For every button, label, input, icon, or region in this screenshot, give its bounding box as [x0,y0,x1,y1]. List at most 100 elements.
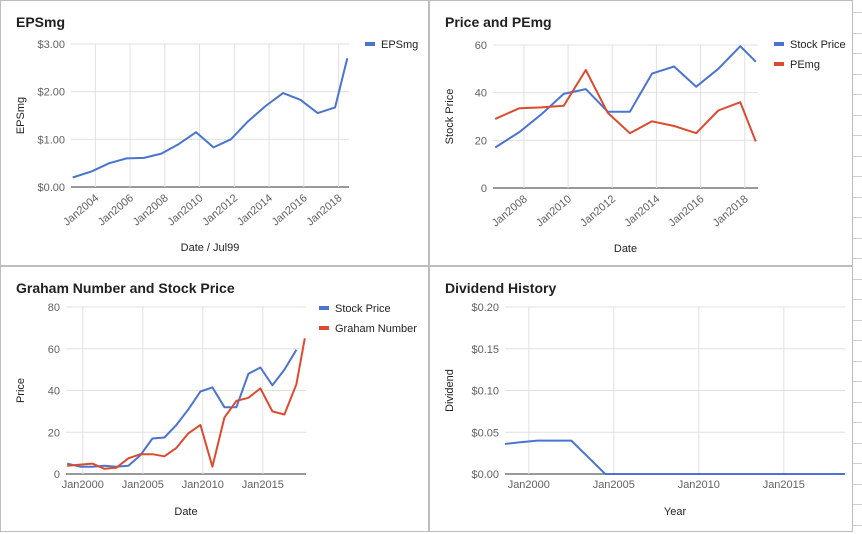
chart-panel-3: Graham Number and Stock Price 0 20 40 60 80 Ja… [0,266,429,532]
edge-tick-mark [853,32,862,34]
legend-label: Stock Price [335,303,391,315]
x-tick-label: Jan2016 [666,193,706,229]
x-tick-label: Jan2000 [62,479,104,491]
x-tick-label: Jan2014 [622,193,662,229]
x-tick-label: Jan2014 [235,192,275,228]
edge-tick-mark [853,278,862,280]
legend-label: Graham Number [335,323,417,335]
edge-tick-mark [853,381,862,382]
x-tick-label: Jan2018 [304,192,344,228]
y-tick-label: $2.00 [37,87,65,99]
x-tick-label: Jan2015 [763,479,805,491]
y-tick-label: $0.00 [471,469,499,481]
y-tick-label: 40 [475,88,487,100]
edge-tick-mark [853,176,862,177]
y-tick-label: $0.20 [471,302,499,314]
legend-swatch [319,306,329,310]
edge-tick-mark [853,53,862,54]
edge-tick-mark [853,155,862,157]
chart-title: Dividend History [445,280,556,296]
x-axis-label: Date [174,506,197,518]
edge-tick-mark [853,135,862,136]
legend-label: EPSmg [381,39,418,51]
x-axis-label: Date / Jul99 [181,242,240,254]
y-axis-label: Stock Price [444,89,456,145]
edge-tick-mark [853,483,862,485]
edge-tick-mark [853,94,862,95]
x-tick-label: Jan2008 [490,193,530,229]
x-axis-label: Date [614,243,637,255]
y-tick-label: 60 [48,344,60,356]
edge-tick-mark [853,12,862,13]
edge-tick-mark [853,73,862,75]
edge-tick-mark [853,237,862,239]
series-line-stock-price [66,349,298,468]
y-tick-label: $3.00 [37,39,65,51]
edge-tick-mark [853,114,862,116]
y-tick-label: 20 [48,427,60,439]
x-tick-label: Jan2005 [122,479,164,491]
x-axis-label: Year [664,506,687,518]
chart-panel-4: Dividend History $0.00 $0.05 $0.10 $0.15 $0.2… [429,266,853,532]
x-tick-label: Jan2004 [61,192,101,228]
chart-svg: Graham Number and Stock Price 0 20 40 60 80 Ja… [15,280,417,518]
edge-tick-mark [853,422,862,423]
series-line-epsmg [72,58,349,179]
x-tick-label: Jan2015 [242,479,284,491]
chart-svg: EPSmg$0.00$1.00$2.00$3.00Jan2004Jan2006J… [15,14,418,254]
x-tick-label: Jan2008 [131,192,171,228]
edge-tick-mark [853,360,862,362]
x-tick-label: Jan2000 [508,479,550,491]
legend-swatch [774,42,784,46]
y-tick-label: 40 [48,386,60,398]
edge-tick-mark [853,319,862,321]
x-tick-label: Jan2018 [711,193,751,229]
legend-swatch [365,42,375,46]
series-line-1 [504,439,845,475]
x-tick-label: Jan2005 [593,479,635,491]
edge-tick-mark [853,258,862,259]
x-tick-label: Jan2012 [578,193,618,229]
edge-tick-mark [853,217,862,218]
edge-tick-mark [853,442,862,444]
y-tick-label: $0.00 [37,182,65,194]
edge-tick-mark [853,504,862,505]
y-axis-label: Dividend [444,369,456,412]
legend-swatch [774,62,784,66]
y-tick-label: $1.00 [37,134,65,146]
chart-svg: Dividend History $0.00 $0.05 $0.10 $0.15 $0.2… [444,280,845,518]
y-tick-label: 20 [475,135,487,147]
x-tick-label: Jan2006 [96,192,136,228]
series-line-pemg [494,69,757,142]
y-tick-label: $0.15 [471,344,499,356]
x-tick-label: Jan2016 [270,192,310,228]
edge-tick-mark [853,401,862,403]
chart-title: Graham Number and Stock Price [16,280,235,296]
legend-swatch [319,326,329,330]
x-tick-label: Jan2010 [678,479,720,491]
edge-tick-mark [853,463,862,464]
y-tick-label: $0.10 [471,386,499,398]
edge-tick-mark [853,196,862,198]
y-tick-label: 80 [48,302,60,314]
chart-panel-1: EPSmg $0.00 $1.00 $2.00 $3.00 Jan2004 Jan2006 J… [0,0,429,266]
edge-tick-mark [853,340,862,341]
chart-title: EPSmg [16,14,65,30]
series-line-graham-number [67,338,306,470]
legend-label: PEmg [790,59,820,71]
x-tick-label: Jan2010 [534,193,574,229]
y-tick-label: 0 [54,469,60,481]
y-axis-label: Price [15,378,27,403]
x-tick-label: Jan2010 [182,479,224,491]
x-tick-label: Jan2012 [200,192,240,228]
chart-panel-2: Price and PEmg 0 20 40 60 Jan2008 Jan2010 Jan20… [429,0,853,266]
legend-label: Stock Price [790,39,846,51]
series-line-stock-price [494,45,757,149]
chart-title: Price and PEmg [445,14,552,30]
y-tick-label: 0 [481,183,487,195]
y-axis-label: EPSmg [15,97,27,134]
x-tick-label: Jan2010 [165,192,205,228]
edge-tick-mark [853,299,862,300]
